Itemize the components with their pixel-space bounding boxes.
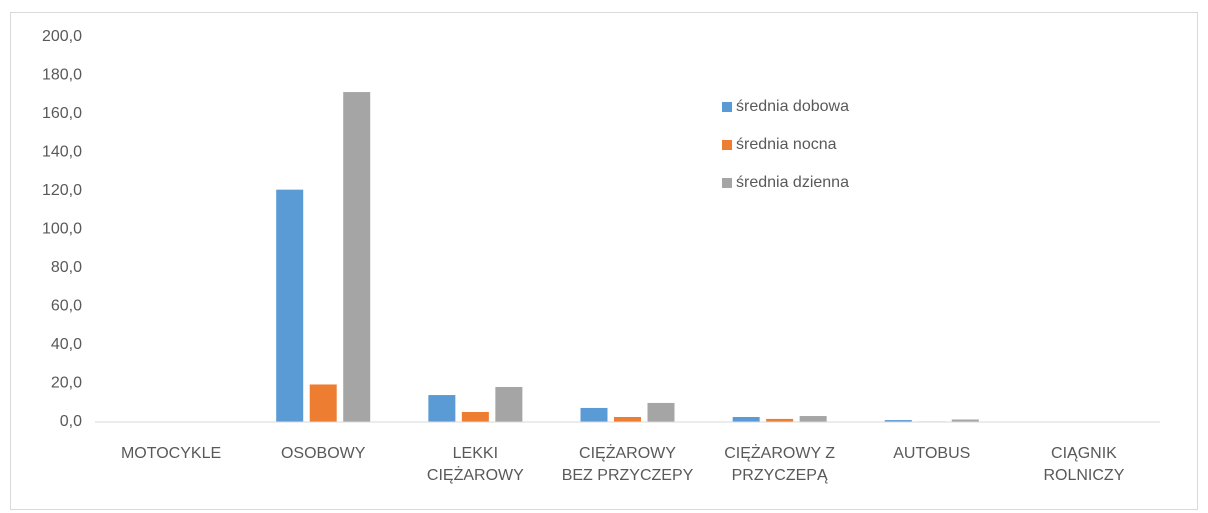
legend-label: średnia dobowa	[736, 98, 849, 115]
bar	[732, 416, 760, 422]
chart-border	[10, 12, 1198, 510]
bar	[647, 402, 675, 422]
bar	[766, 418, 794, 422]
bar	[428, 395, 456, 422]
bar	[884, 420, 912, 422]
y-tick-label: 40,0	[51, 336, 82, 353]
x-tick-label: OSOBOWY	[280, 445, 366, 462]
y-tick-label: 120,0	[42, 182, 82, 199]
bar	[799, 416, 827, 422]
bar	[495, 386, 523, 422]
bar	[951, 419, 979, 422]
y-tick-label: 80,0	[51, 259, 82, 276]
y-tick-label: 100,0	[42, 221, 82, 238]
x-tick-label: MOTOCYKLE	[120, 445, 222, 462]
legend-swatch	[722, 102, 732, 112]
y-tick-label: 200,0	[42, 28, 82, 45]
bar	[614, 416, 641, 422]
bar	[276, 189, 304, 422]
bar	[343, 92, 371, 423]
bar	[309, 384, 337, 422]
legend-label: średnia nocna	[736, 136, 837, 153]
x-tick-label: CIĘŻAROWY Z PRZYCZEPĄ	[724, 445, 836, 484]
x-tick-label: CIĘŻAROWY BEZ PRZYCZEPY	[561, 445, 694, 484]
x-tick-label: CIĄGNIK ROLNICZY	[1043, 445, 1125, 484]
legend-swatch	[722, 178, 732, 188]
x-tick-label: AUTOBUS	[893, 445, 971, 462]
x-tick-label: LEKKI CIĘŻAROWY	[426, 445, 524, 484]
y-tick-label: 140,0	[42, 144, 82, 161]
y-tick-label: 0,0	[60, 413, 82, 430]
legend-swatch	[722, 140, 732, 150]
y-tick-label: 160,0	[42, 105, 82, 122]
legend-label: średnia dzienna	[736, 174, 849, 191]
y-tick-label: 180,0	[42, 67, 82, 84]
bar	[461, 411, 489, 422]
y-tick-label: 60,0	[51, 298, 82, 315]
y-tick-label: 20,0	[51, 375, 82, 392]
bar	[580, 407, 608, 422]
